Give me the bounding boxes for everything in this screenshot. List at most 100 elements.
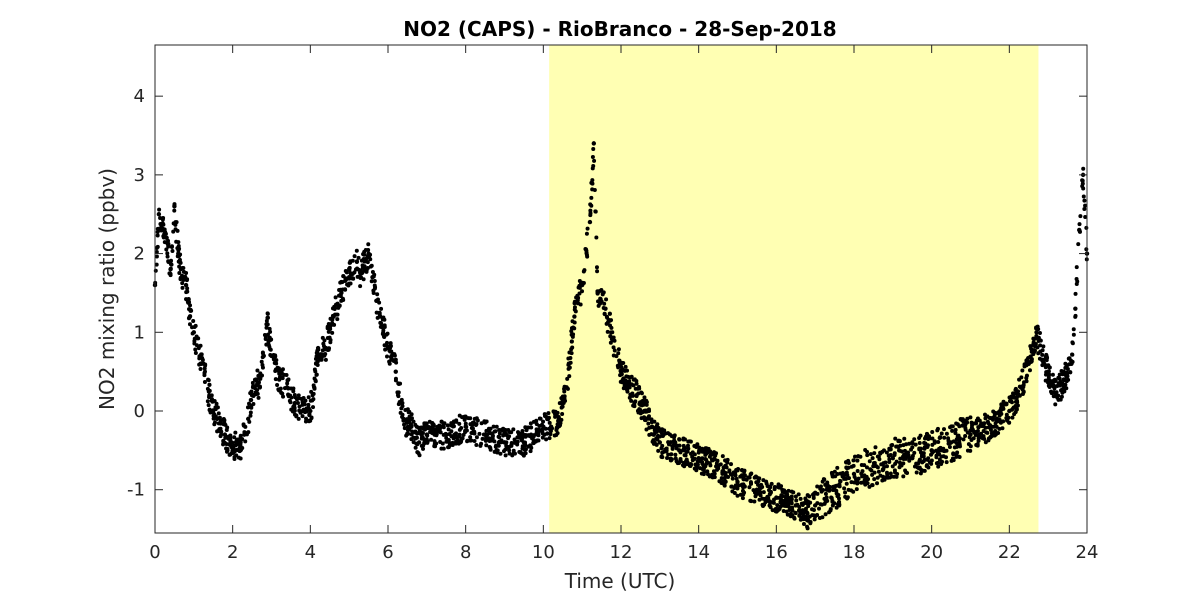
data-point [285,381,290,386]
y-axis-title: NO2 mixing ratio (ppbv) [95,168,119,410]
data-point [829,470,834,475]
data-point [584,252,589,257]
data-point [1073,306,1078,311]
data-point [930,429,935,434]
data-point [503,428,508,433]
data-point [518,434,523,439]
data-point [936,464,941,469]
data-point [165,251,170,256]
data-point [181,266,186,271]
data-point [276,387,281,392]
data-point [930,436,935,441]
data-point [372,279,377,284]
data-point [477,431,482,436]
data-point [1077,229,1082,234]
data-point [893,436,898,441]
data-point [897,438,902,443]
data-point [732,491,737,496]
data-point [250,380,255,385]
data-point [670,446,675,451]
data-point [609,325,614,330]
data-point [557,401,562,406]
data-point [265,311,270,316]
data-point [322,338,327,343]
data-point [474,435,479,440]
data-point [1081,186,1086,191]
data-point [912,450,917,455]
data-point [874,464,879,469]
data-point [831,474,836,479]
data-point [335,317,340,322]
data-point [602,311,607,316]
data-point [712,475,717,480]
data-point [859,480,864,485]
data-point [589,195,594,200]
data-point [767,500,772,505]
data-point [509,441,514,446]
data-point [953,431,958,436]
data-point [792,515,797,520]
data-point [934,453,939,458]
data-point [773,509,778,514]
data-point [254,378,259,383]
data-point [918,471,923,476]
data-point [583,246,588,251]
data-point [382,334,387,339]
data-point [999,402,1004,407]
data-point [688,464,693,469]
data-point [248,410,253,415]
data-point [761,490,766,495]
data-point [161,235,166,240]
data-point [323,347,328,352]
data-point [265,332,270,337]
data-point [457,427,462,432]
data-point [873,445,878,450]
data-point [382,325,387,330]
data-point [511,427,516,432]
data-point [172,202,177,207]
data-point [202,366,207,371]
data-point [731,470,736,475]
data-point [623,364,628,369]
data-point [503,453,508,458]
data-point [735,486,740,491]
data-point [765,484,770,489]
data-point [580,280,585,285]
data-point [944,460,949,465]
data-point [590,154,595,159]
data-point [174,239,179,244]
data-point [155,229,160,234]
data-point [619,372,624,377]
data-point [694,465,699,470]
data-point [1045,371,1050,376]
data-point [285,378,290,383]
data-point [483,419,488,424]
data-point [159,228,164,233]
data-point [273,353,278,358]
data-point [499,440,504,445]
data-point [805,510,810,515]
data-point [439,419,444,424]
data-point [546,411,551,416]
data-point [747,485,752,490]
data-point [406,410,411,415]
data-point [666,452,671,457]
data-point [421,446,426,451]
data-point [917,457,922,462]
data-point [468,416,473,421]
data-point [627,385,632,390]
data-point [156,212,162,217]
data-point [849,480,854,485]
data-point [684,458,689,463]
data-point [769,481,774,486]
data-point [158,216,163,221]
data-point [413,422,418,427]
data-point [166,238,171,243]
data-point [657,434,662,439]
data-point [266,342,271,347]
data-point [739,473,744,478]
data-point [1004,402,1009,407]
data-point [238,440,243,445]
data-point [1031,343,1036,348]
y-tick-label: 2 [134,244,145,265]
